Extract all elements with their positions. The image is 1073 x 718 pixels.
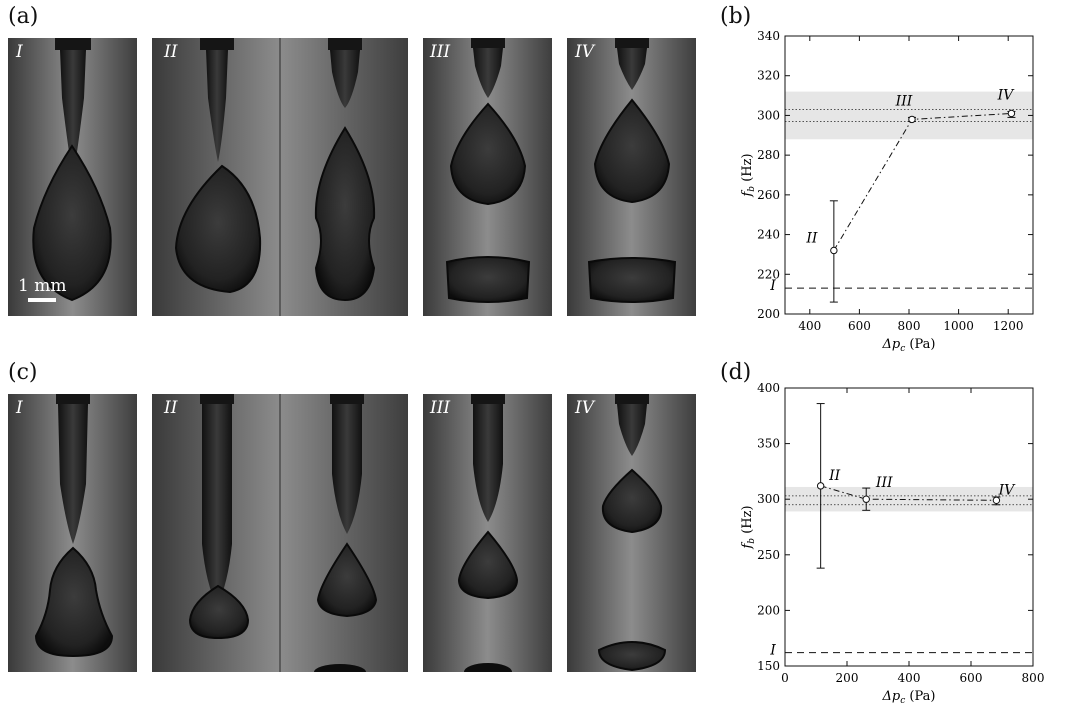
y-tick-label: 280 xyxy=(757,148,780,162)
y-tick-label: 200 xyxy=(757,307,780,321)
y-tick-label: 150 xyxy=(757,659,780,673)
y-tick-label: 240 xyxy=(757,228,780,242)
point-label-II: II xyxy=(828,468,841,484)
uncertainty-band xyxy=(785,91,1033,140)
photo-label-c-I: I xyxy=(16,398,23,418)
x-tick-label: 600 xyxy=(848,319,871,333)
point-label-IV: IV xyxy=(998,482,1017,498)
photo-c-II xyxy=(152,394,408,672)
x-tick-label: 800 xyxy=(898,319,921,333)
series-line xyxy=(820,485,997,501)
photo-label-a-II: II xyxy=(164,42,178,62)
data-point-III xyxy=(908,115,916,124)
y-tick-label: 400 xyxy=(757,381,780,395)
reference-line-label: I xyxy=(769,643,776,659)
y-tick-label: 300 xyxy=(757,492,780,506)
x-tick-label: 400 xyxy=(798,319,821,333)
panel-label-d: (d) xyxy=(720,360,752,385)
photo-c-I xyxy=(8,394,137,672)
plot-d: I0 200 400 600 800 150 200 250 300 350 400 Δpc (Pa)… xyxy=(740,381,1045,706)
y-axis-label: fb (Hz) xyxy=(740,505,757,549)
photo-label-a-III: III xyxy=(430,42,451,62)
x-tick-label: 800 xyxy=(1022,671,1045,685)
photo-label-c-III: III xyxy=(430,398,451,418)
panel-label-a: (a) xyxy=(8,4,39,29)
panel-label-c: (c) xyxy=(8,360,38,385)
x-tick-label: 1000 xyxy=(943,319,974,333)
y-tick-label: 350 xyxy=(757,437,780,451)
data-point-IV xyxy=(992,496,1001,505)
photo-a-IV xyxy=(567,38,696,316)
point-label-IV: IV xyxy=(997,87,1016,103)
y-tick-label: 200 xyxy=(757,603,780,617)
photo-a-II xyxy=(152,38,408,316)
axes-frame xyxy=(784,387,1034,667)
y-tick-label: 260 xyxy=(757,188,780,202)
scale-bar-label: 1 mm xyxy=(18,276,67,296)
axes-frame xyxy=(784,35,1034,315)
point-label-III: III xyxy=(875,475,893,491)
x-axis-label: Δpc (Pa) xyxy=(882,337,936,354)
photo-label-a-I: I xyxy=(16,42,23,62)
data-point-III xyxy=(862,495,870,503)
photo-label-a-IV: IV xyxy=(575,42,594,62)
scale-bar xyxy=(28,298,56,302)
data-point-II xyxy=(816,482,825,490)
x-tick-label: 1200 xyxy=(993,319,1024,333)
photo-label-c-IV: IV xyxy=(575,398,594,418)
y-tick-label: 250 xyxy=(757,548,780,562)
y-axis-label: fb (Hz) xyxy=(740,153,757,197)
data-point-IV xyxy=(1007,109,1016,118)
photo-a-III xyxy=(423,38,552,316)
x-tick-label: 200 xyxy=(836,671,859,685)
y-tick-label: 340 xyxy=(757,29,780,43)
point-label-III: III xyxy=(895,93,913,109)
photo-a-I xyxy=(8,38,137,316)
photo-c-III xyxy=(423,394,552,672)
y-tick-label: 300 xyxy=(757,108,780,122)
x-tick-label: 0 xyxy=(781,671,789,685)
plot-b: I 400 600 800 1000 1200 200 220 240 260 280 300 320 3… xyxy=(740,29,1034,354)
y-tick-label: 220 xyxy=(757,267,780,281)
x-tick-label: 600 xyxy=(960,671,983,685)
panel-label-b: (b) xyxy=(720,4,752,29)
photo-label-c-II: II xyxy=(164,398,178,418)
point-label-II: II xyxy=(805,230,818,246)
reference-line-label: I xyxy=(769,278,776,294)
x-axis-label: Δpc (Pa) xyxy=(882,689,936,706)
x-tick-label: 400 xyxy=(898,671,921,685)
photo-c-IV xyxy=(567,394,696,672)
y-tick-label: 320 xyxy=(757,69,780,83)
data-point-II xyxy=(830,246,838,255)
